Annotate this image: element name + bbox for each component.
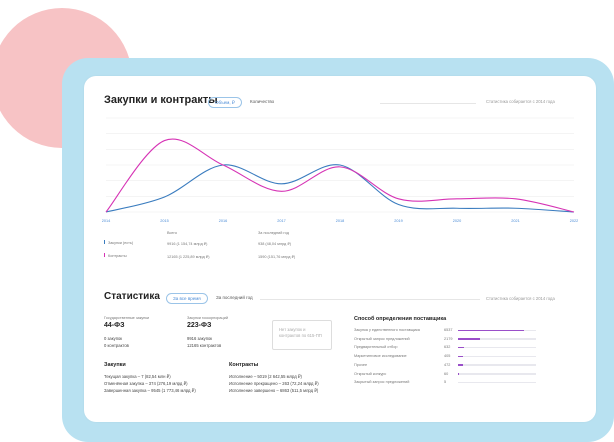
legend-purchases-last: 938 (48,04 млрд ₽): [258, 242, 292, 246]
law-223-contracts: 12165 контрактов: [187, 343, 222, 348]
method-count: 405: [444, 354, 451, 359]
all-time-toggle-button[interactable]: За все время: [166, 293, 208, 304]
x-tick-label: 2021: [511, 219, 519, 223]
methods-title: Способ определения поставщика: [354, 316, 447, 322]
legend-contracts-last: 1590 (151,76 млрд ₽): [258, 255, 296, 259]
method-bar-track: [458, 373, 536, 375]
purchase-status-cancelled: Отменённая закупка – 374 (276,19 млрд ₽): [104, 381, 188, 386]
method-label: Предварительный отбор: [354, 345, 398, 350]
law-44-caption: Государственные закупки: [104, 316, 150, 320]
legend-col-total: Всего: [167, 231, 177, 235]
contract-status-terminated: Исполнение прекращено – 263 (72,24 млрд …: [229, 381, 319, 386]
method-count: 632: [444, 345, 451, 350]
method-count: 5: [444, 380, 447, 385]
method-label: Прочее: [354, 362, 368, 367]
method-bar-track: [458, 364, 536, 366]
notice-line-1: Нет закупок и: [279, 327, 306, 332]
purchases-contracts-chart: 2014 2015 2016 2017 2018 2019 2020 2021 2022: [102, 117, 578, 223]
method-count: 2179: [444, 336, 453, 341]
method-bar-fill: [458, 355, 463, 358]
x-tick-label: 2014: [102, 219, 110, 223]
law-44-purchases: 0 закупок: [104, 336, 123, 341]
series-line-contracts: [105, 138, 575, 213]
method-label: Открытый запрос предложений: [354, 336, 410, 341]
method-count: 472: [444, 362, 451, 367]
method-label: Закупка у единственного поставщика: [354, 328, 420, 332]
method-label: Закрытый запрос предложений: [354, 380, 410, 385]
x-tick-label: 2017: [277, 219, 285, 223]
contract-status-executing: Исполнение – 5019 (2 642,55 млрд ₽): [229, 374, 302, 379]
method-bar-track: [458, 355, 536, 358]
x-tick-label: 2015: [160, 219, 168, 223]
method-bar-fill: [458, 364, 463, 366]
contracts-subtitle: Контракты: [229, 362, 259, 368]
law-223-caption: Закупки госкорпораций: [187, 316, 228, 320]
legend-contracts-total: 12165 (1 225,89 млрд ₽): [167, 255, 210, 259]
volume-toggle-button[interactable]: Объем, ₽: [208, 97, 242, 108]
purchases-subtitle: Закупки: [104, 362, 126, 368]
divider: [380, 103, 476, 104]
method-bar-fill: [458, 346, 465, 349]
notice-line-2: контрактов по 615-ПП: [279, 333, 322, 338]
method-bar-track: [458, 381, 536, 384]
method-count: 60: [444, 371, 449, 376]
stats-since-note-2: Статистика собирается с 2014 года: [486, 296, 555, 301]
method-bar-fill: [458, 329, 524, 332]
last-year-toggle-tab[interactable]: За последний год: [216, 295, 253, 300]
x-tick-label: 2020: [453, 219, 461, 223]
law-44-contracts: 0 контрактов: [104, 343, 129, 348]
method-bar-fill: [458, 373, 459, 375]
method-label: Маркетинговое исследование: [354, 354, 407, 359]
legend-contracts-marker: [104, 253, 106, 257]
legend-col-last-year: За последний год: [258, 231, 289, 235]
x-tick-label: 2019: [394, 219, 402, 223]
section-title-statistics: Статистика: [104, 291, 160, 302]
series-line-purchases: [105, 164, 575, 213]
method-bar-track: [458, 346, 536, 349]
contract-status-finished: Исполнение завершено – 6863 (511,5 млрд …: [229, 388, 319, 393]
no-615-pp-notice: Нет закупок и контрактов по 615-ПП: [272, 320, 332, 350]
stats-card: Закупки и контракты Объем, ₽ Количество …: [84, 76, 596, 422]
x-tick-label: 2018: [336, 219, 344, 223]
x-tick-label: 2016: [219, 219, 227, 223]
legend-purchases-name: Закупки (есть): [108, 241, 134, 245]
law-223-purchases: 9916 закупок: [187, 336, 213, 341]
count-toggle-tab[interactable]: Количество: [250, 99, 275, 104]
stats-since-note: Статистика собирается с 2014 года: [486, 99, 555, 104]
method-bar-track: [458, 329, 536, 332]
law-44-name: 44-ФЗ: [104, 322, 125, 329]
legend-purchases-marker: [104, 240, 106, 244]
x-tick-label: 2022: [570, 219, 578, 223]
legend-purchases-total: 9916 (1 154,74 млрд ₽): [167, 242, 208, 246]
legend-contracts-name: Контракты: [108, 254, 127, 258]
divider-2: [260, 299, 480, 300]
purchase-status-current: Текущая закупка – 7 (82,54 млн ₽): [104, 374, 171, 379]
method-count: 6537: [444, 328, 453, 332]
section-title-purchases-contracts: Закупки и контракты: [104, 94, 218, 106]
method-bar-track: [458, 338, 536, 340]
purchase-status-completed: Завершенная закупка – 9545 (1 773,46 млр…: [104, 388, 196, 393]
method-label: Открытый конкурс: [354, 371, 387, 376]
method-bar-fill: [458, 338, 480, 340]
law-223-name: 223-ФЗ: [187, 322, 212, 329]
